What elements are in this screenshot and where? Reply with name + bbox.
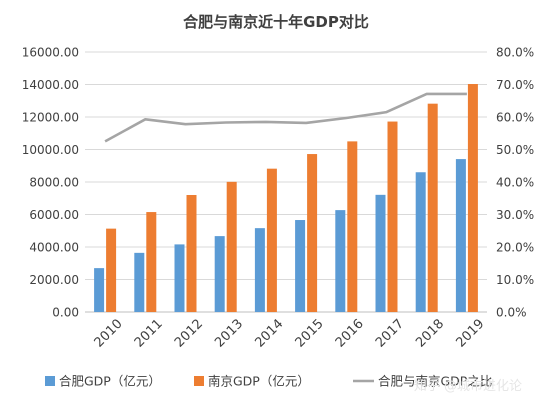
bar-nanjing-gdp [427, 103, 438, 312]
y-right-tick-label: 10.0% [496, 273, 534, 287]
bar-nanjing-gdp [347, 141, 358, 312]
x-tick-label: 2010 [92, 317, 126, 351]
y-right-tick-label: 50.0% [496, 143, 534, 157]
bar-hefei-gdp [415, 172, 426, 312]
bar-hefei-gdp [295, 220, 306, 312]
watermark-text: 知乎 @城市进化论 [414, 378, 522, 394]
y-right-tick-label: 30.0% [496, 208, 534, 222]
legend-swatch-nanjing [194, 376, 204, 386]
bar-hefei-gdp [214, 236, 225, 312]
x-tick-label: 2013 [212, 317, 246, 351]
y-right-tick-label: 60.0% [496, 111, 534, 125]
y-left-tick-label: 4000.00 [29, 241, 79, 255]
bar-nanjing-gdp [186, 195, 197, 312]
bar-hefei-gdp [94, 268, 105, 312]
y-left-tick-label: 0.00 [52, 306, 79, 320]
ratio-line [104, 92, 467, 143]
ratio-series-line [104, 92, 467, 143]
bar-hefei-gdp [455, 159, 466, 312]
legend-label-hefei: 合肥GDP（亿元） [59, 374, 161, 389]
y-right-tick-label: 20.0% [496, 241, 534, 255]
bar-nanjing-gdp [106, 228, 117, 312]
y-left-tick-label: 14000.00 [22, 78, 79, 92]
y-left-tick-label: 16000.00 [22, 46, 79, 60]
x-tick-label: 2012 [172, 317, 206, 351]
bar-nanjing-gdp [266, 168, 277, 312]
y-left-tick-label: 2000.00 [29, 273, 79, 287]
bar-hefei-gdp [134, 252, 145, 312]
legend-label-nanjing: 南京GDP（亿元） [208, 374, 310, 389]
legend-label-ratio: 合肥与南京GDP之比 [378, 374, 492, 389]
bar-nanjing-gdp [226, 181, 237, 312]
y-right-tick-label: 70.0% [496, 78, 534, 92]
bar-hefei-gdp [335, 210, 346, 312]
y-axis-right-ticks: 0.0% 10.0% 20.0% 30.0% 40.0% 50.0% 60.0% 70.0% 8… [496, 46, 534, 320]
bar-series [94, 84, 478, 312]
y-left-tick-label: 10000.00 [22, 143, 79, 157]
bar-hefei-gdp [375, 194, 386, 312]
y-right-tick-label: 0.0% [496, 306, 527, 320]
legend: 合肥GDP（亿元） 南京GDP（亿元） 合肥与南京GDP之比 [45, 374, 492, 389]
x-tick-label: 2015 [293, 317, 327, 351]
chart-title: 合肥与南京近十年GDP对比 [182, 13, 369, 31]
legend-swatch-hefei [45, 376, 55, 386]
x-tick-label: 2014 [252, 317, 286, 351]
y-left-tick-label: 12000.00 [22, 111, 79, 125]
x-tick-label: 2011 [132, 317, 166, 351]
x-tick-label: 2016 [333, 317, 367, 351]
y-left-tick-label: 6000.00 [29, 208, 79, 222]
x-axis-ticks: 2010 2011 2012 2013 2014 2015 2016 2017 2018 2019 [92, 317, 488, 351]
bar-nanjing-gdp [467, 84, 478, 312]
x-tick-label: 2018 [413, 317, 447, 351]
y-right-tick-label: 40.0% [496, 176, 534, 190]
bar-nanjing-gdp [146, 212, 157, 312]
bar-nanjing-gdp [387, 121, 398, 312]
x-tick-label: 2019 [453, 317, 487, 351]
bar-hefei-gdp [174, 244, 185, 312]
y-axis-left-ticks: 0.00 2000.00 4000.00 6000.00 8000.00 10000.00… [22, 46, 79, 320]
x-tick-label: 2017 [373, 317, 407, 351]
bar-hefei-gdp [254, 228, 265, 312]
gridlines [85, 51, 487, 313]
y-right-tick-label: 80.0% [496, 46, 534, 60]
y-left-tick-label: 8000.00 [29, 176, 79, 190]
bar-nanjing-gdp [307, 154, 318, 312]
